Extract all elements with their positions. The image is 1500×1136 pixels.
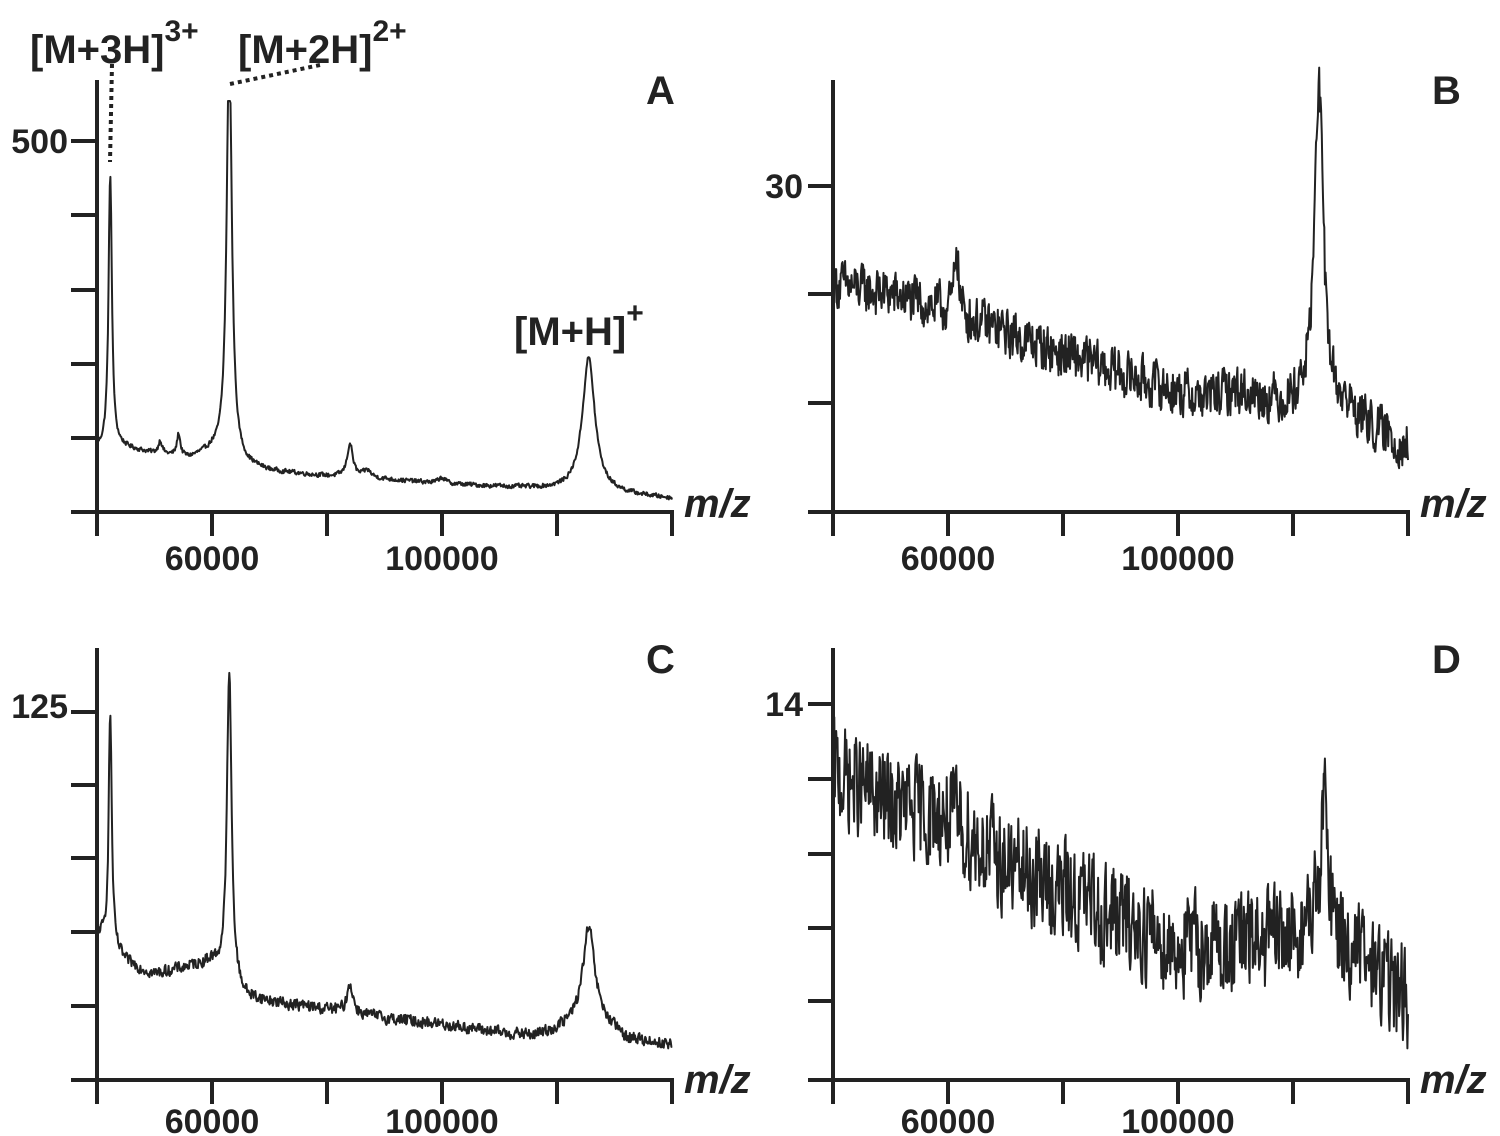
annotation-m-h: [M+H]+ (514, 297, 644, 354)
annotation-leader-line (108, 63, 114, 163)
panel-c-x-axis-label: m/z (684, 1058, 751, 1102)
panel-d-x-tick-label: 100000 (1121, 1103, 1234, 1136)
panel-b-spectrum-line (832, 66, 1409, 470)
panel-c-x-tick-label: 60000 (165, 1103, 260, 1136)
panel-c-spectrum-line (96, 671, 673, 1050)
panel-c-y-tick-label: 125 (11, 688, 68, 726)
panel-c-y-ticks (71, 710, 99, 1008)
panel-c: 125 60000 100000 m/z C (11, 638, 750, 1136)
panel-a-spectrum-line (96, 100, 673, 501)
panel-c-letter: C (646, 638, 675, 682)
panel-d-letter: D (1432, 638, 1461, 682)
panel-d-x-axis-label: m/z (1420, 1058, 1487, 1102)
panel-b-x-ticks (831, 510, 1410, 536)
panel-d-x-ticks (831, 1078, 1410, 1104)
panel-a-x-axis-label: m/z (684, 482, 751, 526)
panel-b: 30 60000 100000 m/z B (765, 66, 1487, 578)
panel-b-letter: B (1432, 69, 1461, 113)
panel-a-x-tick-label: 60000 (165, 540, 260, 578)
panel-a: 500 60000 100000 m/z A [M+3H]3+ [M+2H]2+… (11, 15, 750, 578)
annotation-m-2h: [M+2H]2+ (238, 15, 407, 72)
panel-b-x-axis-label: m/z (1420, 482, 1487, 526)
annotation-m-3h: [M+3H]3+ (30, 15, 199, 72)
panel-d-y-tick-label: 14 (765, 686, 803, 724)
panel-d-y-ticks (808, 702, 835, 1003)
panel-c-x-tick-label: 100000 (385, 1103, 498, 1136)
panel-b-x-tick-label: 100000 (1121, 540, 1234, 578)
panel-a-x-tick-label: 100000 (385, 540, 498, 578)
panel-b-y-tick-label: 30 (765, 168, 803, 206)
panel-c-x-ticks (95, 1078, 674, 1104)
panel-a-y-tick-label: 500 (11, 123, 68, 161)
panel-b-y-ticks (808, 184, 835, 405)
panel-b-x-tick-label: 60000 (901, 540, 996, 578)
panel-a-y-ticks (71, 139, 99, 440)
panel-d-x-tick-label: 60000 (901, 1103, 996, 1136)
panel-a-letter: A (646, 69, 675, 113)
panel-a-x-ticks (95, 510, 674, 536)
panel-d-spectrum-line (832, 716, 1409, 1050)
panel-d: 14 60000 100000 m/z D (765, 638, 1487, 1136)
